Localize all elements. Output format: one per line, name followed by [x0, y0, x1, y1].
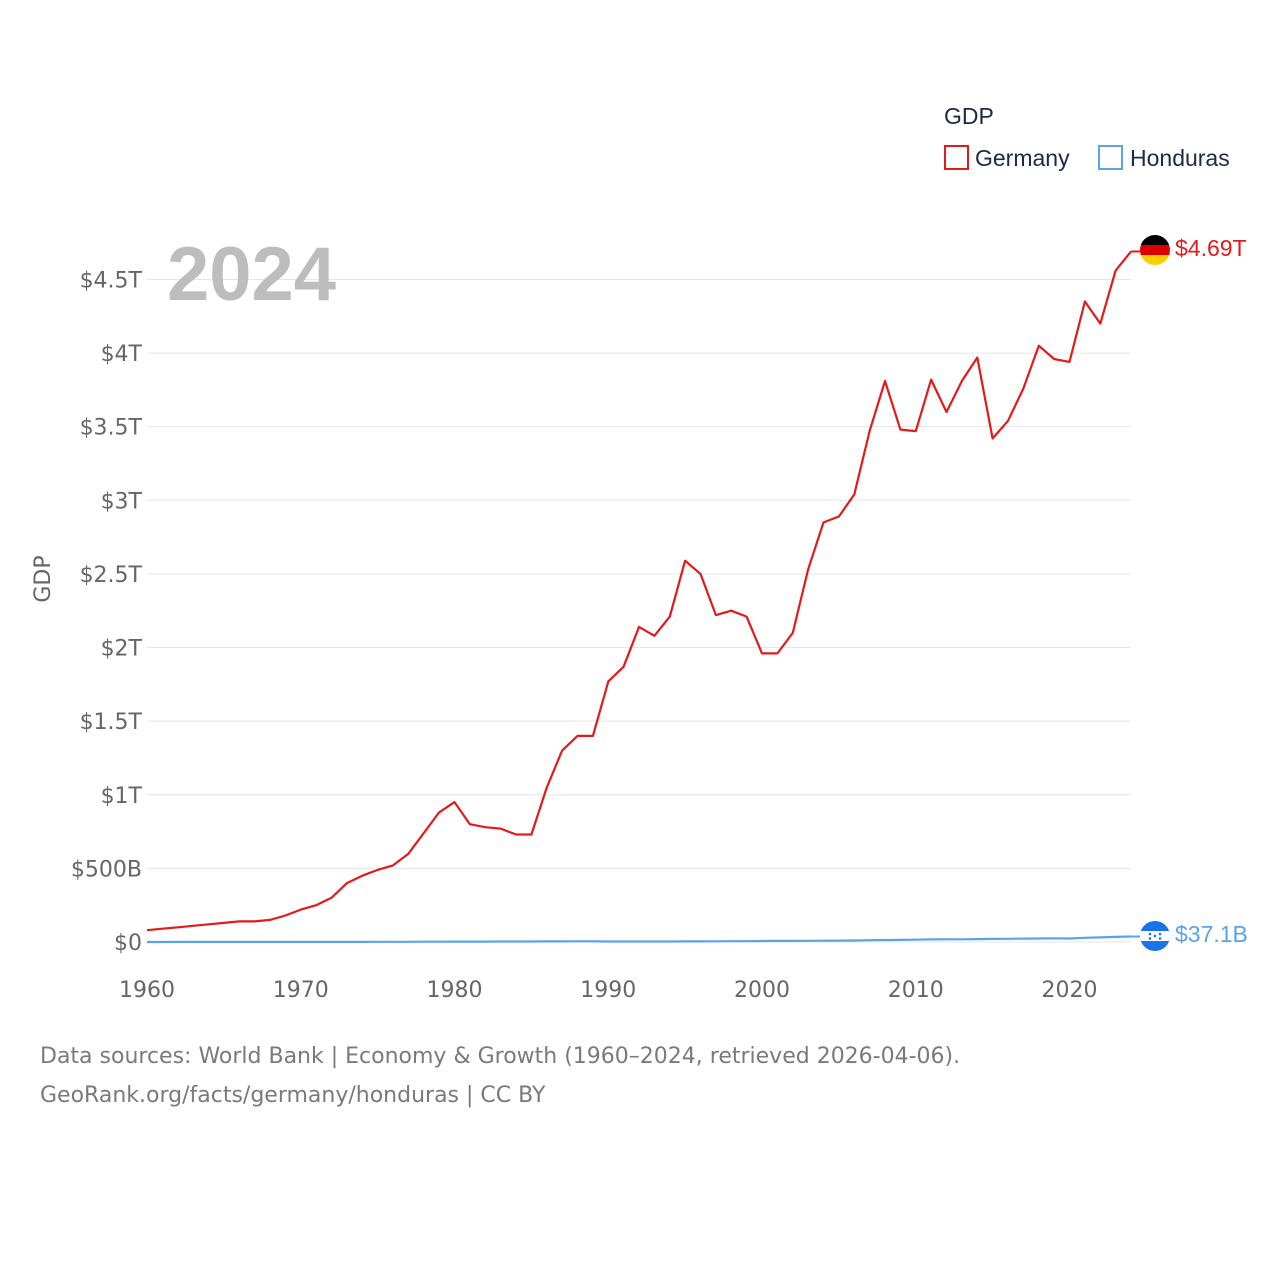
x-tick-label: 2000 [734, 978, 790, 1003]
series-lines [146, 250, 1140, 944]
germany-flag-icon [1140, 235, 1170, 265]
honduras-end-label: $37.1B [1175, 921, 1248, 947]
x-tick-label: 2010 [888, 978, 944, 1003]
y-tick-label: $1T [101, 784, 143, 809]
y-tick-label: $2.5T [80, 563, 143, 588]
year-watermark: 2024 [167, 232, 336, 317]
y-tick-label: $2T [101, 637, 143, 662]
series-line-germany[interactable] [146, 250, 1132, 932]
legend-title: GDP [944, 103, 994, 129]
x-tick-label: 1980 [427, 978, 483, 1003]
x-tick-label: 2020 [1042, 978, 1098, 1003]
legend-item-honduras[interactable]: Honduras [1098, 145, 1230, 171]
source-line-2[interactable]: GeoRank.org/facts/germany/honduras | CC … [40, 1083, 546, 1108]
honduras-flag-icon [1140, 921, 1170, 951]
germany-end-label: $4.69T [1175, 235, 1247, 261]
y-axis-ticks: $0 $500B $1T $1.5T $2T $2.5T $3T $3.5T $4T $4.5T [71, 268, 143, 956]
series-line-honduras[interactable] [147, 935, 1132, 944]
y-tick-label: $0 [114, 931, 142, 956]
legend: GDP Germany Honduras [944, 103, 1230, 171]
legend-label-germany: Germany [975, 145, 1070, 171]
x-axis-ticks: 1960 1970 1980 1990 2000 2010 2020 [119, 978, 1098, 1003]
x-tick-label: 1990 [580, 978, 636, 1003]
gridlines [147, 278, 1131, 943]
legend-swatch-germany [944, 145, 969, 170]
legend-swatch-honduras [1098, 145, 1123, 170]
legend-item-germany[interactable]: Germany [944, 145, 1070, 171]
y-tick-label: $4.5T [80, 268, 143, 293]
y-tick-label: $4T [101, 342, 143, 367]
y-tick-label: $3T [101, 489, 143, 514]
y-tick-label: $500B [71, 857, 142, 882]
y-axis-label: GDP [31, 555, 56, 602]
x-tick-label: 1960 [119, 978, 175, 1003]
y-tick-label: $3.5T [80, 416, 143, 441]
legend-label-honduras: Honduras [1130, 145, 1230, 171]
y-tick-label: $1.5T [80, 710, 143, 735]
source-line-1: Data sources: World Bank | Economy & Gro… [40, 1044, 961, 1069]
x-tick-label: 1970 [273, 978, 329, 1003]
